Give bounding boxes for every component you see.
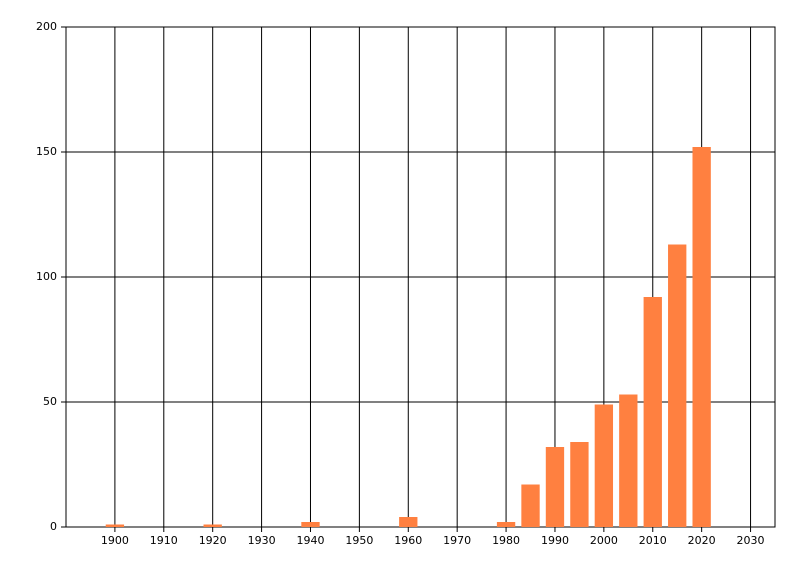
bar bbox=[668, 244, 687, 527]
x-tick-label: 1900 bbox=[101, 534, 129, 547]
bar bbox=[105, 524, 125, 527]
x-tick-label: 1970 bbox=[443, 534, 471, 547]
x-tick-label: 1950 bbox=[345, 534, 373, 547]
x-tick-label: 1990 bbox=[541, 534, 569, 547]
y-tick-label: 150 bbox=[36, 145, 57, 158]
x-tick-label: 2020 bbox=[688, 534, 716, 547]
bar bbox=[643, 297, 662, 527]
x-tick-label: 2030 bbox=[737, 534, 765, 547]
bar bbox=[619, 394, 638, 527]
x-tick-label: 2000 bbox=[590, 534, 618, 547]
x-tick-label: 1930 bbox=[248, 534, 276, 547]
bar bbox=[496, 522, 516, 527]
x-tick-label: 1910 bbox=[150, 534, 178, 547]
bar bbox=[570, 442, 589, 527]
y-tick-label: 50 bbox=[43, 395, 57, 408]
bar bbox=[301, 522, 320, 527]
x-tick-label: 1960 bbox=[394, 534, 422, 547]
bar bbox=[521, 484, 540, 527]
x-tick-label: 2010 bbox=[639, 534, 667, 547]
bar bbox=[545, 447, 565, 527]
y-tick-label: 100 bbox=[36, 270, 57, 283]
bar bbox=[692, 147, 711, 527]
x-tick-label: 1920 bbox=[199, 534, 227, 547]
x-tick-label: 1940 bbox=[296, 534, 324, 547]
bar bbox=[399, 517, 418, 527]
y-tick-label: 0 bbox=[50, 520, 57, 533]
bar bbox=[203, 524, 222, 527]
y-tick-label: 200 bbox=[36, 20, 57, 33]
bar bbox=[594, 404, 614, 527]
x-tick-label: 1980 bbox=[492, 534, 520, 547]
